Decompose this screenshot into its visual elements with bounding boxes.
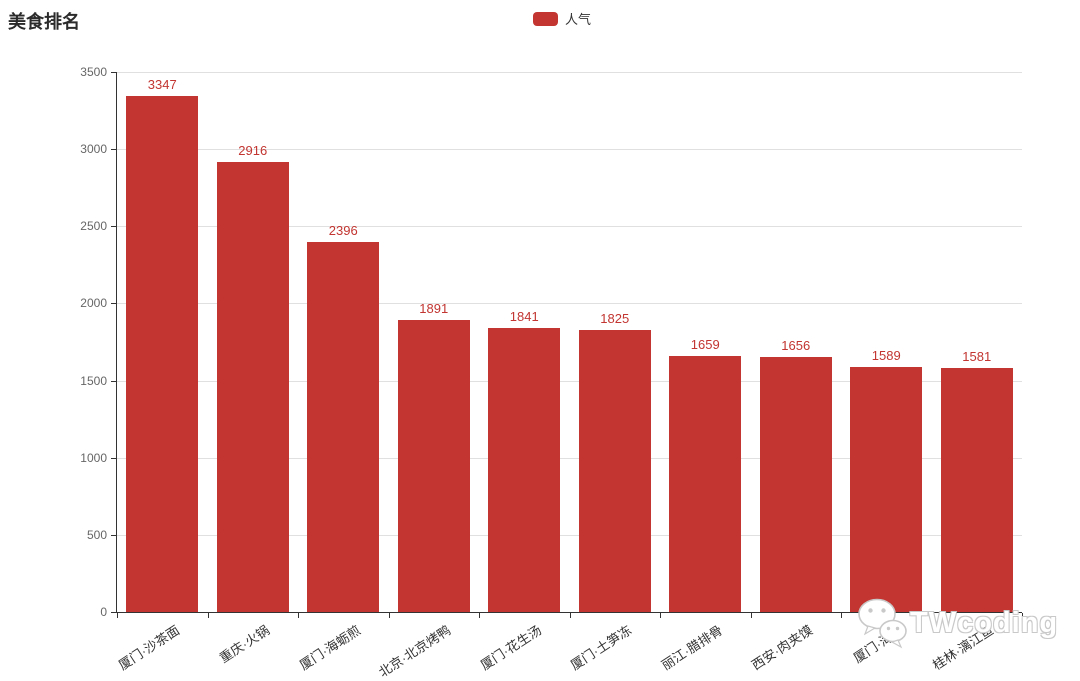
- x-axis-label: 重庆·火锅: [217, 622, 273, 666]
- legend-item[interactable]: 人气: [533, 9, 591, 28]
- gridline: [117, 149, 1022, 151]
- y-tick-mark: [111, 149, 117, 151]
- x-tick-mark: [569, 613, 571, 618]
- gridline: [117, 303, 1022, 305]
- x-axis-label: 厦门·海蛎煎: [296, 622, 364, 673]
- y-tick-mark: [111, 534, 117, 536]
- bar-value-label: 1659: [690, 337, 720, 353]
- bar[interactable]: [850, 366, 923, 612]
- x-tick-mark: [1022, 613, 1023, 618]
- y-axis-label: 3500: [80, 65, 107, 79]
- x-axis-label: 厦门·海鲜: [850, 622, 907, 666]
- bar-value-label: 2916: [238, 143, 268, 159]
- y-tick-mark: [111, 457, 117, 459]
- y-axis-label: 2500: [80, 219, 107, 234]
- x-tick-mark: [298, 613, 299, 618]
- x-tick-mark: [841, 613, 842, 618]
- x-tick-mark: [750, 613, 752, 618]
- bar-value-label: 1825: [600, 311, 630, 327]
- x-tick-mark: [479, 613, 480, 618]
- bar[interactable]: [759, 356, 832, 612]
- x-axis-label: 丽江·腊排骨: [658, 622, 726, 673]
- y-tick-mark: [111, 380, 117, 382]
- y-axis-line: [116, 72, 117, 612]
- y-tick-mark: [111, 226, 117, 228]
- x-tick-mark: [931, 613, 933, 618]
- bar-value-label: 1581: [962, 349, 992, 365]
- y-tick-mark: [111, 612, 117, 613]
- bar[interactable]: [397, 320, 470, 612]
- bar[interactable]: [307, 242, 380, 612]
- bar-value-label: 2396: [328, 223, 358, 239]
- x-axis-label: 厦门·花生汤: [477, 622, 545, 673]
- y-axis-label: 1000: [80, 450, 107, 465]
- gridline: [117, 226, 1022, 228]
- y-tick-mark: [111, 303, 117, 305]
- y-tick-mark: [111, 72, 117, 73]
- x-axis-label: 厦门·沙茶面: [115, 622, 183, 673]
- bar[interactable]: [578, 330, 651, 612]
- bar-value-label: 1841: [509, 308, 539, 324]
- x-axis-label: 厦门·土笋冻: [568, 622, 635, 673]
- bar-value-label: 1891: [419, 301, 449, 317]
- y-axis-label: 2000: [80, 296, 107, 311]
- x-tick-mark: [388, 613, 390, 618]
- x-axis-label: 桂林·漓江鱼: [930, 622, 997, 673]
- bar[interactable]: [940, 368, 1013, 612]
- gridline: [117, 380, 1022, 382]
- legend-label: 人气: [565, 12, 592, 27]
- x-tick-mark: [207, 613, 209, 618]
- bar[interactable]: [669, 356, 742, 612]
- y-axis-label: 0: [100, 605, 107, 619]
- bar[interactable]: [216, 162, 289, 612]
- x-axis-label: 北京·北京烤鸭: [376, 622, 454, 680]
- x-tick-mark: [117, 613, 118, 618]
- gridline: [117, 534, 1022, 536]
- x-axis-label: 西安·肉夹馍: [749, 622, 816, 673]
- x-axis-line: [116, 612, 1022, 613]
- bar[interactable]: [488, 327, 561, 612]
- gridline: [117, 457, 1022, 459]
- bar[interactable]: [126, 95, 199, 612]
- x-tick-mark: [660, 613, 661, 618]
- bar-value-label: 1656: [781, 337, 811, 353]
- chart-title: 美食排名: [8, 12, 80, 32]
- y-axis-label: 3000: [80, 142, 107, 157]
- y-axis-label: 1500: [80, 373, 107, 388]
- bar-value-label: 1589: [871, 347, 901, 363]
- gridline: [117, 72, 1022, 73]
- y-axis-label: 500: [86, 527, 107, 542]
- bar-value-label: 3347: [147, 76, 177, 92]
- legend-swatch: [533, 11, 558, 26]
